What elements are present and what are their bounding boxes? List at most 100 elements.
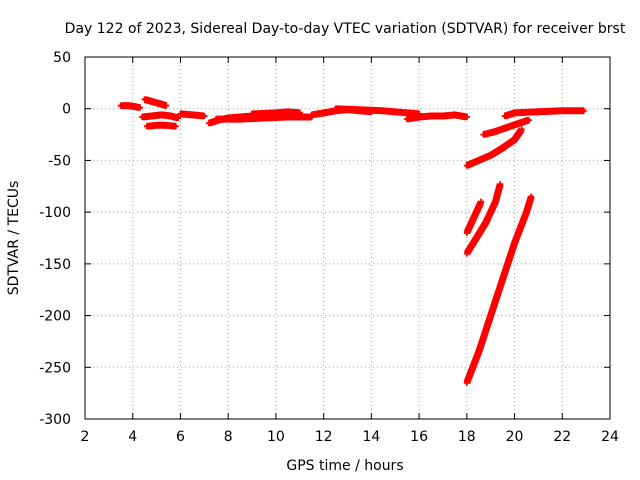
data-trace [146,121,177,130]
data-point [117,102,124,109]
data-trace [251,108,301,118]
data-point [237,116,244,123]
data-series [480,116,532,138]
data-trace [463,200,485,235]
data-point [525,117,532,124]
data-point [139,113,146,120]
data-point [155,100,162,107]
data-point [499,145,506,152]
data-point [172,123,179,130]
data-point [320,109,327,116]
data-point [177,110,184,117]
x-tick-label: 12 [315,429,333,445]
data-series [502,107,587,120]
data-point [516,120,523,127]
data-series [141,96,170,109]
data-point [296,109,303,116]
y-tick-label: -100 [39,205,71,221]
data-point [511,109,518,116]
y-axis-label: SDTVAR / TECUs [6,181,22,296]
data-point [124,102,131,109]
data-point [416,113,423,120]
x-tick-label: 4 [128,429,137,445]
y-tick-label: -50 [48,153,71,169]
data-point [475,157,482,164]
data-layer [117,96,587,386]
data-point [144,123,151,130]
data-series [332,105,423,118]
y-tick-label: 0 [62,102,71,118]
y-tick-label: -300 [39,412,71,428]
data-point [332,105,339,112]
data-trace [463,195,535,385]
data-point [487,312,494,319]
x-tick-label: 2 [81,429,90,445]
data-point [141,96,148,103]
data-point [201,112,208,119]
data-point [580,107,587,114]
y-tick-label: -200 [39,309,71,325]
data-point [487,152,494,159]
data-point [175,115,182,122]
data-point [492,128,499,135]
data-point [308,111,315,118]
data-point [475,348,482,355]
y-tick-label: -150 [39,257,71,273]
data-point [482,219,489,226]
data-point [463,113,470,120]
x-axis-label: GPS time / hours [286,458,403,474]
data-point [167,112,174,119]
data-series [177,110,208,120]
x-tick-label: 22 [553,429,571,445]
data-point [511,240,518,247]
data-point [163,102,170,109]
data-point [404,116,411,123]
data-point [559,107,566,114]
data-series [463,181,504,257]
data-point [249,110,256,117]
data-point [380,107,387,114]
data-series [249,108,303,118]
data-point [511,136,518,143]
data-series [117,102,143,112]
data-trace [143,96,168,109]
x-tick-label: 20 [506,429,524,445]
chart-title: Day 122 of 2023, Sidereal Day-to-day VTE… [65,21,626,37]
data-point [478,198,485,205]
data-point [504,124,511,131]
data-point [473,235,480,241]
data-point [153,122,160,129]
data-point [451,111,458,118]
data-point [148,112,155,119]
x-tick-label: 16 [410,429,428,445]
data-point [463,229,470,236]
x-tick-label: 10 [267,429,285,445]
y-tick-label: -250 [39,360,71,376]
data-point [136,104,143,111]
x-tick-label: 6 [176,429,185,445]
data-series [463,193,535,386]
data-point [132,103,139,110]
data-point [463,379,470,386]
data-point [528,193,535,200]
data-point [163,122,170,129]
data-point [284,108,291,115]
data-point [523,209,530,216]
x-tick-label: 18 [458,429,476,445]
data-point [356,106,363,113]
data-series [404,111,470,123]
data-point [492,198,499,205]
data-series [139,111,182,122]
data-point [480,131,487,138]
data-series [463,198,485,236]
x-tick-label: 24 [601,429,619,445]
data-point [468,219,475,226]
x-tick-label: 14 [362,429,380,445]
data-point [473,209,480,216]
data-point [499,276,506,283]
data-point [518,126,525,133]
y-tick-label: 50 [53,50,71,66]
x-tick-label: 8 [224,429,233,445]
data-point [497,181,504,188]
